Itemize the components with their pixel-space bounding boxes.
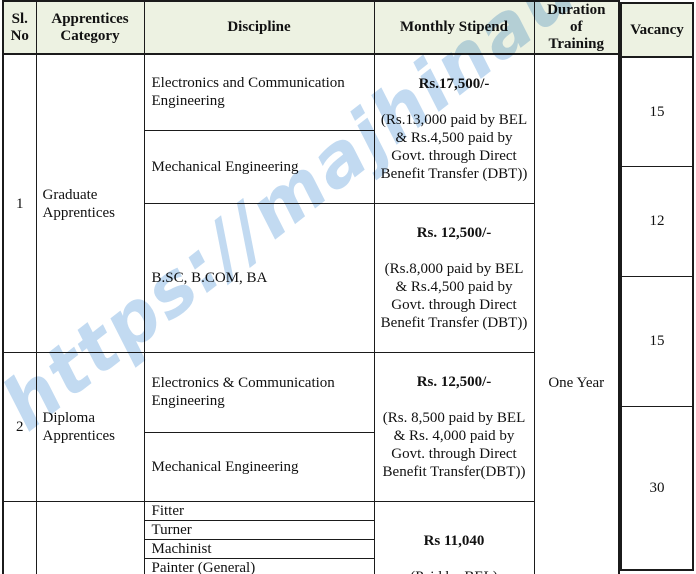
table-row: Mechanical Engineering: [3, 129, 619, 205]
table-row: 2 Diploma Apprentices Electronics & Comm…: [2, 352, 619, 502]
table-row: 3 ITI Apprentices Fitter Rs 11,040 (Paid…: [2, 501, 619, 574]
header-sl-no: Sl. No: [2, 0, 37, 55]
cell-stipend-graduate-engineering: Rs.17,500/- (Rs.13,000 paid by BEL & Rs.…: [373, 53, 535, 204]
stipend-amount: Rs. 12,500/-: [416, 374, 492, 390]
cell-vacancy-iti: 30: [622, 406, 692, 569]
cell-trade-turner: Turner: [143, 520, 375, 540]
cell-stipend-iti-group-1: Rs 11,040 (Paid by BEL): [373, 501, 535, 574]
stipend-detail: (Rs.13,000 paid by BEL & Rs.4,500 paid b…: [380, 112, 528, 182]
stipend-amount: Rs 11,040: [423, 532, 485, 549]
cell-discipline-electronics-communication-diploma: Electronics & Communication Engineering: [143, 352, 375, 433]
table-row: Turner: [3, 520, 619, 540]
cell-sl-no-1: 1: [2, 53, 37, 353]
cell-discipline-mechanical-engineering-2: Mechanical Engineering: [143, 431, 375, 503]
cell-category-iti-apprentices: ITI Apprentices: [35, 501, 145, 574]
cell-sl-no-3: 3: [2, 501, 37, 574]
cell-stipend-graduate-degree: Rs. 12,500/- (Rs.8,000 paid by BEL & Rs.…: [373, 203, 535, 353]
header-monthly-stipend: Monthly Stipend: [373, 0, 535, 55]
cell-discipline-mechanical-engineering-1: Mechanical Engineering: [143, 129, 375, 205]
table-row: Mechanical Engineering: [3, 431, 619, 503]
cell-trade-painter-general: Painter (General): [143, 558, 375, 574]
table-row: Painter (General): [3, 558, 619, 574]
table-row: 1 Graduate Apprentices Electronics and C…: [2, 53, 620, 574]
stipend-detail: (Rs. 8,500 paid by BEL & Rs. 4,000 paid …: [382, 410, 526, 480]
stipend-detail: (Rs.8,000 paid by BEL & Rs.4,500 paid by…: [380, 261, 528, 331]
cell-stipend-diploma: Rs. 12,500/- (Rs. 8,500 paid by BEL & Rs…: [373, 352, 535, 502]
cell-vacancy-graduate-degree: 12: [622, 166, 692, 276]
cell-vacancy-graduate-engineering: 15: [622, 56, 692, 166]
header-apprentices-category: Apprentices Category: [35, 0, 145, 55]
table-row: B.SC, B.COM, BA Rs. 12,500/- (Rs.8,000 p…: [3, 203, 619, 353]
table-header-row: Sl. No Apprentices Category Discipline M…: [2, 0, 620, 55]
header-vacancy: Vacancy: [622, 4, 692, 56]
cell-trade-machinist: Machinist: [143, 539, 375, 559]
stipend-amount: Rs.17,500/-: [418, 76, 490, 92]
cell-sl-no-2: 2: [2, 352, 37, 502]
stipend-amount: Rs. 12,500/-: [416, 225, 492, 241]
cell-trade-fitter: Fitter: [143, 501, 375, 521]
header-duration-of-training: Duration of Training: [533, 0, 620, 55]
header-discipline: Discipline: [143, 0, 375, 55]
stipend-detail: (Paid by BEL): [378, 568, 531, 574]
cell-duration-one-year: One Year: [533, 53, 620, 574]
cell-category-diploma-apprentices: Diploma Apprentices: [35, 352, 145, 502]
cell-category-graduate-apprentices: Graduate Apprentices: [35, 53, 145, 353]
cell-discipline-bsc-bcom-ba: B.SC, B.COM, BA: [143, 203, 375, 353]
apprentice-vacancy-table: Sl. No Apprentices Category Discipline M…: [2, 0, 620, 574]
cell-discipline-electronics-and-communication: Electronics and Communication Engineerin…: [143, 53, 375, 131]
cell-vacancy-diploma: 15: [622, 276, 692, 406]
vacancy-column: Vacancy 15 12 15 30: [620, 2, 694, 571]
